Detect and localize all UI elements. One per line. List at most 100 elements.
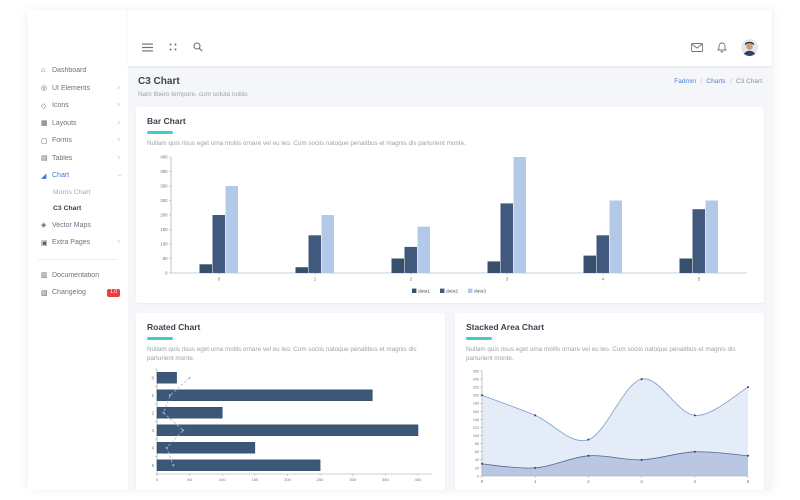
svg-text:1: 1 <box>314 276 317 281</box>
sidebar-footer-nav: ▥ Documentation ▧ Changelog 1.0 <box>28 267 128 302</box>
sidebar-item-label: Tables <box>52 154 73 162</box>
svg-text:4: 4 <box>152 445 155 450</box>
vector-maps-icon: ◈ <box>41 222 47 230</box>
stacked-area-chart: 0 20 40 60 80 100 120 140 160 180 200 220 240 260 0 1 2 3… <box>473 369 750 484</box>
svg-text:1: 1 <box>152 393 155 398</box>
svg-text:5: 5 <box>747 479 750 484</box>
card-title: Roated Chart <box>147 321 201 332</box>
svg-text:200: 200 <box>160 213 168 218</box>
topbar-left-icons <box>142 42 203 52</box>
svg-text:60: 60 <box>475 450 479 454</box>
sidebar-item-icons[interactable]: ◇ Icons › <box>28 97 128 115</box>
svg-text:2: 2 <box>587 479 590 484</box>
forms-icon: ▢ <box>41 137 48 145</box>
app-window: ⌂ Dashboard ◎ UI Elements › ◇ Icons › ▦ Layouts › ▢… <box>28 10 772 490</box>
page-header: C3 Chart Nam libero tempore, cum soluta … <box>138 76 762 98</box>
stacked-area-chart-card: Stacked Area Chart Nullam quis risus ege… <box>455 312 764 490</box>
menu-toggle-button[interactable] <box>142 43 153 52</box>
avatar <box>741 38 758 56</box>
card-title: Bar Chart <box>147 115 186 126</box>
sidebar-item-label: Extra Pages <box>52 239 91 247</box>
mail-button[interactable] <box>691 42 703 52</box>
mail-icon <box>691 42 703 52</box>
breadcrumb-link-charts[interactable]: Charts <box>706 78 726 85</box>
chevron-right-icon: › <box>117 238 120 246</box>
topbar-right-icons <box>691 38 758 56</box>
svg-text:300: 300 <box>349 477 356 482</box>
card-title-underline <box>147 130 173 134</box>
icons-icon: ◇ <box>41 102 47 110</box>
sidebar-item-morris-chart[interactable]: Morris Chart <box>28 185 128 201</box>
notifications-button[interactable] <box>717 42 727 53</box>
sidebar-item-label: Changelog <box>52 289 86 297</box>
svg-text:250: 250 <box>317 477 324 482</box>
layouts-icon: ▦ <box>41 120 48 128</box>
topbar <box>128 10 772 66</box>
chevron-right-icon: › <box>117 136 120 144</box>
svg-text:0: 0 <box>481 479 484 484</box>
svg-text:100: 100 <box>473 434 479 438</box>
svg-text:5: 5 <box>698 276 701 281</box>
bar-chart-card: Bar Chart Nullam quis risus eget urna mo… <box>136 106 764 303</box>
sidebar-item-changelog[interactable]: ▧ Changelog 1.0 <box>28 284 128 302</box>
bottom-cards-row: Roated Chart Nullam quis risus eget urna… <box>136 312 764 490</box>
svg-text:4: 4 <box>694 479 697 484</box>
svg-text:50: 50 <box>187 477 192 482</box>
avatar-button[interactable] <box>741 38 758 56</box>
svg-text:180: 180 <box>473 402 479 406</box>
chevron-right-icon: › <box>117 154 120 162</box>
chevron-right-icon: › <box>117 84 120 92</box>
sidebar-item-layouts[interactable]: ▦ Layouts › <box>28 115 128 133</box>
sidebar-item-c3-chart[interactable]: C3 Chart <box>28 201 128 217</box>
sidebar-item-ui-elements[interactable]: ◎ UI Elements › <box>28 80 128 98</box>
sidebar-item-documentation[interactable]: ▥ Documentation <box>28 267 128 285</box>
breadcrumb: Fadmin / Charts / C3 Chart <box>674 78 762 85</box>
svg-text:data3: data3 <box>474 288 486 294</box>
svg-text:140: 140 <box>473 418 479 422</box>
sidebar-item-label: UI Elements <box>52 84 91 92</box>
svg-text:350: 350 <box>160 169 168 174</box>
sidebar-item-forms[interactable]: ▢ Forms › <box>28 132 128 150</box>
svg-text:100: 100 <box>160 242 168 247</box>
hamburger-icon <box>142 43 153 51</box>
sidebar: ⌂ Dashboard ◎ UI Elements › ◇ Icons › ▦ Layouts › ▢… <box>28 10 128 490</box>
svg-text:0: 0 <box>477 474 479 478</box>
sidebar-item-label: Chart <box>52 172 70 180</box>
svg-text:150: 150 <box>252 477 259 482</box>
sidebar-item-tables[interactable]: ▤ Tables › <box>28 150 128 168</box>
svg-text:220: 220 <box>473 385 479 389</box>
svg-text:160: 160 <box>473 410 479 414</box>
sidebar-item-label: C3 Chart <box>53 205 82 212</box>
search-button[interactable] <box>193 42 203 52</box>
page-subtitle: Nam libero tempore, cum soluta nobis <box>138 90 248 98</box>
card-subtitle: Nullam quis risus eget urna mollis ornar… <box>466 345 736 363</box>
svg-text:240: 240 <box>473 377 479 381</box>
svg-text:50: 50 <box>163 256 168 261</box>
sidebar-item-label: Layouts <box>52 119 77 127</box>
sidebar-item-vector-maps[interactable]: ◈ Vector Maps <box>28 217 128 235</box>
svg-text:data1: data1 <box>418 288 430 294</box>
rotated-chart-card: Roated Chart Nullam quis risus eget urna… <box>136 312 445 490</box>
sidebar-item-chart[interactable]: ◢ Chart › <box>28 167 128 185</box>
svg-text:350: 350 <box>382 477 389 482</box>
chevron-down-icon: › <box>115 174 123 177</box>
breadcrumb-link-fadmin[interactable]: Fadmin <box>674 78 696 85</box>
sidebar-item-extra-pages[interactable]: ▣ Extra Pages › <box>28 234 128 252</box>
svg-text:2: 2 <box>410 276 413 281</box>
breadcrumb-current: C3 Chart <box>735 78 762 85</box>
svg-text:100: 100 <box>219 477 226 482</box>
page-header-text: C3 Chart Nam libero tempore, cum soluta … <box>138 76 247 98</box>
breadcrumb-separator: / <box>729 78 732 85</box>
svg-text:200: 200 <box>473 393 479 397</box>
svg-text:200: 200 <box>284 477 291 482</box>
home-icon: ⌂ <box>41 67 46 75</box>
documentation-icon: ▥ <box>41 272 48 280</box>
sidebar-nav: ⌂ Dashboard ◎ UI Elements › ◇ Icons › ▦ Layouts › ▢… <box>28 62 128 252</box>
main-column: C3 Chart Nam libero tempore, cum soluta … <box>128 10 772 490</box>
apps-grid-button[interactable] <box>169 43 177 51</box>
svg-text:4: 4 <box>602 276 605 281</box>
sidebar-item-dashboard[interactable]: ⌂ Dashboard <box>28 62 128 80</box>
svg-text:3: 3 <box>640 479 643 484</box>
